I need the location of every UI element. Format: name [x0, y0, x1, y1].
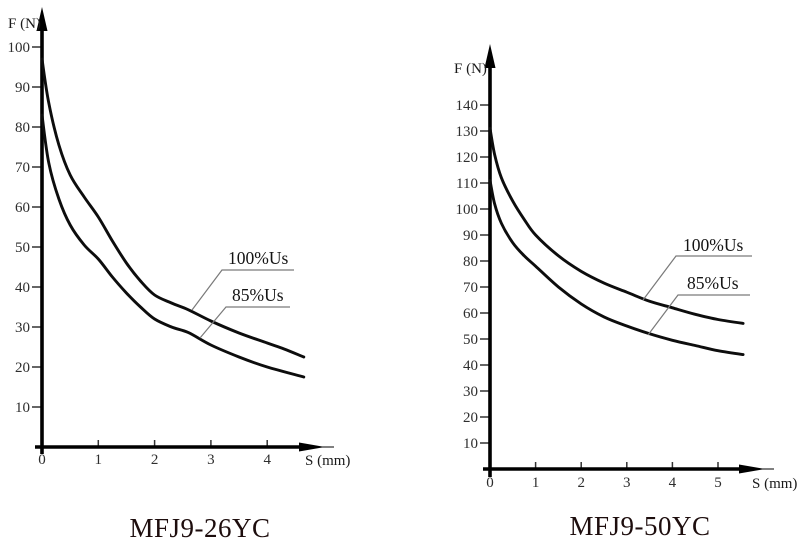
curve-100%us	[488, 126, 745, 325]
curve-85%us	[488, 178, 745, 357]
y-tick-label: 100	[8, 40, 31, 56]
x-tick-label: 0	[38, 452, 46, 468]
y-axis-label: F (N)	[8, 16, 41, 32]
y-tick-label: 40	[463, 358, 478, 374]
series-label-100%us: 100%Us	[228, 248, 288, 268]
series-label-100%us: 100%Us	[683, 235, 743, 255]
y-tick-label: 20	[463, 410, 478, 426]
y-axis-arrow	[36, 7, 48, 31]
y-tick-label: 100	[456, 202, 479, 218]
y-tick-label: 90	[15, 80, 30, 96]
y-tick-label: 80	[15, 120, 30, 136]
y-tick-label: 10	[15, 400, 30, 416]
x-axis-label: S (mm)	[305, 453, 350, 469]
leader-line-100%us	[642, 255, 752, 301]
series-label-85%us: 85%Us	[232, 285, 284, 305]
x-tick-label: 2	[577, 475, 585, 491]
leader-line-85%us	[647, 294, 750, 336]
y-tick-label: 80	[463, 254, 478, 270]
y-tick-label: 30	[463, 384, 478, 400]
y-tick-label: 70	[463, 280, 478, 296]
curve-100%us	[40, 57, 306, 359]
y-tick-label: 40	[15, 280, 30, 296]
y-tick-label: 140	[456, 98, 479, 114]
x-tick-label: 3	[623, 475, 631, 491]
chart-title-left: MFJ9-26YC	[129, 513, 271, 543]
y-tick-label: 60	[463, 306, 478, 322]
x-tick-label: 2	[151, 452, 159, 468]
leader-line-100%us	[191, 269, 294, 311]
curve-85%us	[40, 113, 306, 379]
y-axis-label: F (N)	[454, 61, 487, 77]
x-tick-label: 1	[532, 475, 540, 491]
x-axis-arrow	[739, 464, 765, 474]
y-tick-label: 120	[456, 150, 479, 166]
y-tick-label: 60	[15, 200, 30, 216]
y-axis-arrow	[484, 44, 496, 68]
x-tick-label: 0	[486, 475, 494, 491]
series-label-85%us: 85%Us	[687, 273, 739, 293]
chart-mfj9-50yc: 10 20 30 40 50 60 70 80 90 100 110 120 130 140 0 1 2 3 4 5 F…	[454, 44, 797, 492]
x-axis-label: S (mm)	[752, 476, 797, 492]
chart-title-right: MFJ9-50YC	[569, 511, 711, 541]
y-tick-label: 50	[15, 240, 30, 256]
leader-line-85%us	[199, 306, 290, 339]
y-tick-label: 20	[15, 360, 30, 376]
chart-mfj9-26yc: 10 20 30 40 50 60 70 80 90 100 0 1 2 3 4 F (N) S (mm) 100…	[8, 7, 350, 469]
x-tick-label: 4	[669, 475, 677, 491]
y-tick-label: 70	[15, 160, 30, 176]
x-tick-label: 3	[207, 452, 215, 468]
x-tick-label: 1	[95, 452, 103, 468]
y-tick-label: 50	[463, 332, 478, 348]
y-tick-label: 90	[463, 228, 478, 244]
y-tick-label: 30	[15, 320, 30, 336]
y-tick-label: 10	[463, 436, 478, 452]
x-axis-arrow	[299, 442, 325, 452]
x-tick-label: 4	[263, 452, 271, 468]
y-tick-label: 130	[456, 124, 479, 140]
x-tick-label: 5	[714, 475, 722, 491]
y-tick-label: 110	[456, 176, 478, 192]
